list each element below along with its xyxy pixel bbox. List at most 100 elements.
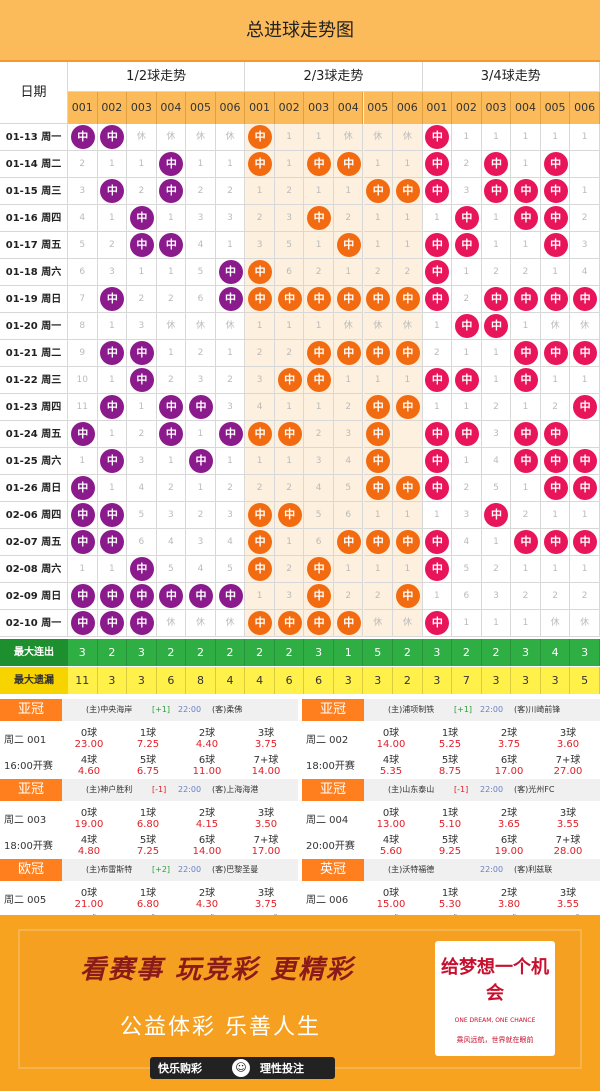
hit-ball: 中 bbox=[366, 179, 391, 203]
miss-value: 4 bbox=[315, 483, 322, 493]
hit-ball: 中 bbox=[484, 314, 509, 338]
grid-cell: 3 bbox=[481, 583, 512, 610]
grid-cell: 3 bbox=[274, 205, 305, 232]
home-team: (主)沃特福德 bbox=[388, 865, 435, 874]
date-header: 日期 bbox=[0, 62, 68, 124]
hit-ball: 中 bbox=[573, 449, 598, 473]
grid-cell: 中 bbox=[363, 340, 394, 367]
grid-cell: 3 bbox=[186, 367, 216, 394]
stat-value: 3 bbox=[423, 639, 453, 666]
grid-cell: 2 bbox=[156, 475, 187, 502]
goal-label: 1球 bbox=[441, 728, 459, 739]
goal-label: 1球 bbox=[441, 888, 459, 899]
trend-grid: 日期 1/2球走势 001 002 003 004 005 006 2/3球走势 001 002 00… bbox=[0, 62, 600, 637]
grid-cell: 中 bbox=[363, 448, 394, 475]
grid-cell: 3 bbox=[245, 367, 275, 394]
grid-cell: 2 bbox=[540, 394, 571, 421]
odds-value: 5.30 bbox=[438, 899, 462, 910]
miss-value: 3 bbox=[286, 213, 292, 223]
grid-cell: 休 bbox=[333, 313, 364, 340]
grid-cell: 1 bbox=[570, 178, 600, 205]
kick-time: 22:00 bbox=[480, 785, 504, 794]
league-badge: 欧冠 bbox=[0, 859, 62, 881]
grid-cell: 中 bbox=[274, 286, 305, 313]
hit-ball: 中 bbox=[395, 530, 420, 554]
goal-label: 7+球 bbox=[253, 755, 279, 766]
hit-ball: 中 bbox=[218, 287, 243, 311]
miss-value: 休 bbox=[373, 321, 383, 331]
miss-value: 2 bbox=[493, 564, 499, 574]
miss-value: 4 bbox=[493, 456, 499, 466]
match-teams: (主)布雷斯特 [+2] 22:00 (客)巴黎圣曼 bbox=[62, 859, 298, 881]
miss-value: 休 bbox=[225, 618, 235, 628]
odds-value: 6.80 bbox=[136, 899, 160, 910]
grid-cell bbox=[570, 151, 600, 178]
miss-value: 1 bbox=[434, 510, 440, 520]
grid-cell: 中 bbox=[245, 610, 275, 637]
hit-ball: 中 bbox=[277, 611, 302, 635]
odds-value: 13.00 bbox=[376, 819, 406, 830]
grid-cell: 1 bbox=[511, 475, 541, 502]
odds-option: 6球 14.00 bbox=[178, 831, 236, 859]
grid-cell: 1 bbox=[333, 367, 364, 394]
grid-cell: 中 bbox=[127, 205, 157, 232]
grid-cell: 中 bbox=[186, 448, 216, 475]
grid-cell: 1 bbox=[215, 151, 246, 178]
goal-label: 3球 bbox=[257, 888, 275, 899]
odds-value: 5.25 bbox=[438, 739, 462, 750]
miss-value: 1 bbox=[227, 159, 233, 169]
grid-cell: 4 bbox=[304, 475, 334, 502]
miss-value: 1 bbox=[197, 483, 204, 493]
grid-cell: 2 bbox=[186, 178, 216, 205]
miss-value: 1 bbox=[79, 564, 86, 574]
miss-value: 4 bbox=[227, 537, 233, 547]
grid-cell: 3 bbox=[97, 259, 128, 286]
odds-option: 4球 5.35 bbox=[362, 751, 420, 779]
banner-slogan: 看赛事 玩竞彩 更精彩 bbox=[80, 955, 355, 985]
miss-value: 休 bbox=[225, 132, 235, 142]
dream-sub: 乘风远航，世界就在眼前 bbox=[456, 1036, 534, 1044]
grid-cell: 中 bbox=[156, 151, 187, 178]
stat-value: 3 bbox=[127, 667, 157, 694]
miss-value: 1 bbox=[286, 132, 292, 142]
match-number: 周二 001 bbox=[4, 735, 47, 746]
grid-cell: 中 bbox=[511, 205, 541, 232]
grid-cell: 中 bbox=[481, 286, 512, 313]
miss-value: 2 bbox=[345, 213, 352, 223]
stat-value: 4 bbox=[216, 667, 246, 694]
miss-value: 1 bbox=[404, 510, 411, 520]
hit-ball: 中 bbox=[336, 233, 361, 257]
grid-cell: 中 bbox=[422, 556, 453, 583]
grid-cell: 中 bbox=[97, 502, 128, 529]
grid-cell: 3 bbox=[186, 529, 216, 556]
miss-value: 休 bbox=[402, 618, 412, 628]
grid-cell: 2 bbox=[245, 340, 275, 367]
hit-ball: 中 bbox=[159, 395, 184, 419]
league-badge: 亚冠 bbox=[302, 699, 364, 721]
odds-option: 1球 6.80 bbox=[119, 884, 177, 912]
grid-cell: 6 bbox=[452, 583, 482, 610]
grid-cell: 中 bbox=[245, 259, 275, 286]
hit-ball: 中 bbox=[395, 179, 420, 203]
miss-value: 4 bbox=[345, 456, 352, 466]
hit-ball: 中 bbox=[425, 557, 450, 581]
hit-ball: 中 bbox=[218, 260, 243, 284]
stat-value: 3 bbox=[511, 667, 541, 694]
away-team: (客)光州FC bbox=[514, 785, 555, 794]
miss-value: 3 bbox=[256, 375, 263, 385]
miss-value: 3 bbox=[138, 321, 145, 331]
hit-ball: 中 bbox=[543, 530, 568, 554]
grid-cell: 3 bbox=[156, 502, 187, 529]
miss-value: 4 bbox=[197, 240, 204, 250]
miss-value: 1 bbox=[374, 510, 381, 520]
grid-cell: 中 bbox=[540, 232, 571, 259]
miss-value: 2 bbox=[286, 483, 292, 493]
grid-cell: 1 bbox=[452, 394, 482, 421]
grid-cell: 2 bbox=[186, 340, 216, 367]
promo-banner: 看赛事 玩竞彩 更精彩 公益体彩 乐善人生 给梦想一个机会 ONE DREAM,… bbox=[0, 915, 600, 1091]
grid-cell: 中 bbox=[97, 340, 128, 367]
grid-cell: 1 bbox=[127, 394, 157, 421]
miss-value: 休 bbox=[166, 132, 176, 142]
grid-cell: 中 bbox=[481, 151, 512, 178]
miss-value: 3 bbox=[463, 186, 470, 196]
